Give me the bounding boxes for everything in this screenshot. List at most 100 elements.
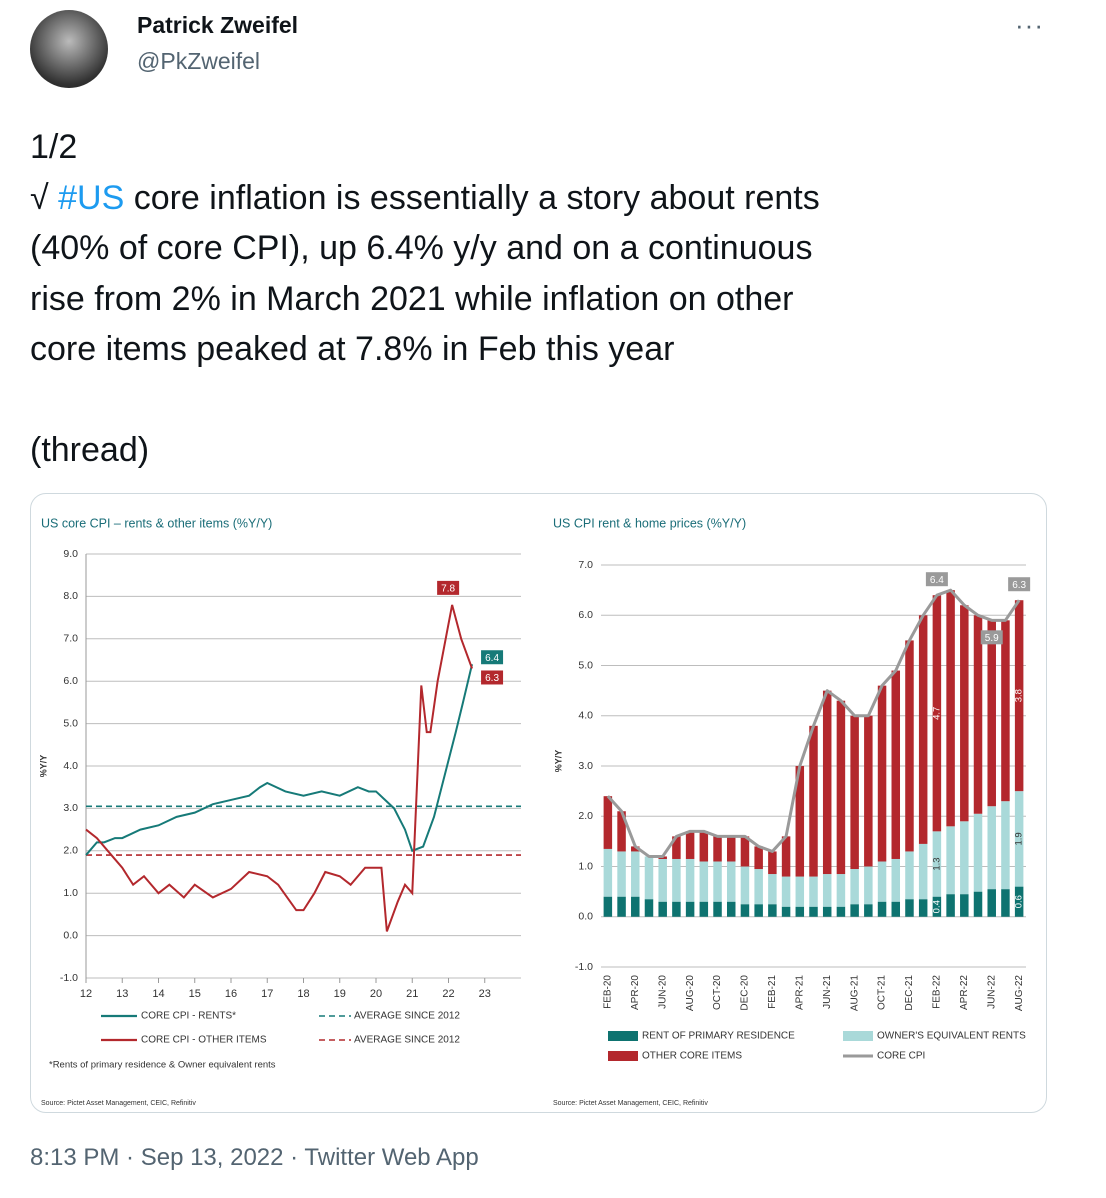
more-menu[interactable]: ··· <box>1015 10 1044 40</box>
y-tick-label: 6.0 <box>578 609 593 621</box>
bar-segment <box>905 640 914 852</box>
text-line: (40% of core CPI), up 6.4% y/y and on a … <box>30 223 1080 274</box>
value-label: 3.8 <box>1014 689 1025 702</box>
bar-segment <box>1014 600 1024 792</box>
x-tick-label: 20 <box>370 988 382 1000</box>
tweet-footer[interactable]: 8:13 PM · Sep 13, 2022 · Twitter Web App <box>30 1144 479 1171</box>
text: core inflation is essentially a story ab… <box>124 178 820 217</box>
value-label: 0.4 <box>931 900 942 913</box>
x-tick-label: 14 <box>152 988 164 1000</box>
x-tick-label: 19 <box>334 988 346 1000</box>
value-label: 7.8 <box>441 584 455 595</box>
bar-segment <box>795 766 805 877</box>
bar-segment <box>960 605 969 822</box>
bar-segment <box>603 896 613 917</box>
bar-segment <box>603 848 613 897</box>
media-card[interactable]: US core CPI – rents & other items (%Y/Y)… <box>30 493 1047 1113</box>
value-label: 6.4 <box>930 575 944 586</box>
bar-segment <box>658 858 667 902</box>
hashtag[interactable]: #US <box>58 178 125 217</box>
legend-label: AVERAGE SINCE 2012 <box>354 1035 460 1046</box>
bar-segment <box>809 906 818 917</box>
legend-label: CORE CPI <box>877 1051 925 1062</box>
x-tick-label: 17 <box>261 988 273 1000</box>
bar-segment <box>781 876 791 907</box>
bar-segment <box>644 856 654 900</box>
text-line: 1/2 <box>30 122 1080 173</box>
x-tick-label: APR-21 <box>794 975 805 1010</box>
x-tick-label: 13 <box>116 988 128 1000</box>
bar-segment <box>713 901 722 917</box>
y-tick-label: -1.0 <box>60 972 78 984</box>
bar-segment <box>699 861 709 902</box>
x-tick-label: OCT-20 <box>712 975 723 1010</box>
bar-segment <box>905 899 914 917</box>
bar-segment <box>740 904 750 917</box>
bar-segment <box>850 715 859 870</box>
y-tick-label: 2.0 <box>63 845 78 857</box>
bar-segment <box>946 826 955 895</box>
bar-segment <box>877 861 887 902</box>
y-tick-label: -1.0 <box>575 961 593 973</box>
avatar[interactable] <box>30 10 108 88</box>
bar-segment <box>891 858 901 902</box>
bar-segment <box>891 901 901 917</box>
bar-segment <box>836 700 846 875</box>
series-line <box>85 664 474 856</box>
y-tick-label: 4.0 <box>63 760 78 772</box>
footnote: *Rents of primary residence & Owner equi… <box>49 1060 276 1071</box>
bar-segment <box>850 904 859 917</box>
bar-segment <box>768 851 777 875</box>
author-handle[interactable]: @PkZweifel <box>137 48 261 74</box>
bar-segment <box>617 851 626 897</box>
bar-segment <box>864 715 873 867</box>
x-tick-label: FEB-21 <box>767 975 778 1009</box>
source: Source: Pictet Asset Management, CEIC, R… <box>41 1100 196 1107</box>
bar-segment <box>685 831 695 859</box>
spacer <box>30 375 1080 425</box>
x-tick-label: APR-20 <box>630 975 641 1010</box>
bar-segment <box>809 725 818 877</box>
legend-label: RENT OF PRIMARY RESIDENCE <box>642 1031 795 1042</box>
text: core items peaked at 7.8% in Feb this ye… <box>30 330 675 368</box>
bar-segment <box>1001 889 1010 917</box>
y-tick-label: 2.0 <box>578 810 593 822</box>
bar-segment <box>781 906 791 917</box>
x-tick-label: FEB-22 <box>932 975 943 1009</box>
y-tick-label: 0.0 <box>578 911 593 923</box>
x-tick-label: OCT-21 <box>877 975 888 1010</box>
y-tick-label: 5.0 <box>578 659 593 671</box>
value-label-box <box>1008 577 1031 592</box>
value-label: 6.3 <box>485 673 499 684</box>
bar-segment <box>768 904 777 917</box>
bar-segment <box>685 901 695 917</box>
value-label-box <box>925 572 948 587</box>
y-tick-label: 7.0 <box>578 559 593 571</box>
bar-segment <box>973 615 983 814</box>
text: (40% of core CPI), up 6.4% y/y and on a … <box>30 229 813 267</box>
bar-segment <box>1014 886 1024 917</box>
legend-label: OWNER'S EQUIVALENT RENTS <box>877 1031 1026 1042</box>
text: 1/2 <box>30 128 78 166</box>
x-tick-label: 23 <box>479 988 491 1000</box>
bar-segment <box>658 901 667 917</box>
value-label: 0.6 <box>1014 895 1025 908</box>
text-line: core items peaked at 7.8% in Feb this ye… <box>30 324 1080 375</box>
bar-segment <box>740 836 750 867</box>
x-tick-label: DEC-20 <box>740 975 751 1011</box>
bar-segment <box>713 836 722 862</box>
x-tick-label: DEC-21 <box>904 975 915 1011</box>
bar-segment <box>713 861 722 902</box>
legend-swatch <box>608 1031 638 1041</box>
x-tick-label: FEB-20 <box>602 975 613 1009</box>
text-line: rise from 2% in March 2021 while inflati… <box>30 274 1080 325</box>
y-tick-label: 6.0 <box>63 675 78 687</box>
bar-segment <box>905 851 914 900</box>
y-tick-label: 5.0 <box>63 717 78 729</box>
bar-segment <box>617 896 626 917</box>
author-name[interactable]: Patrick Zweifel <box>137 12 299 38</box>
x-tick-label: 18 <box>297 988 309 1000</box>
legend-label: OTHER CORE ITEMS <box>642 1051 742 1062</box>
series-line <box>606 588 1021 858</box>
bar-segment <box>864 866 873 905</box>
